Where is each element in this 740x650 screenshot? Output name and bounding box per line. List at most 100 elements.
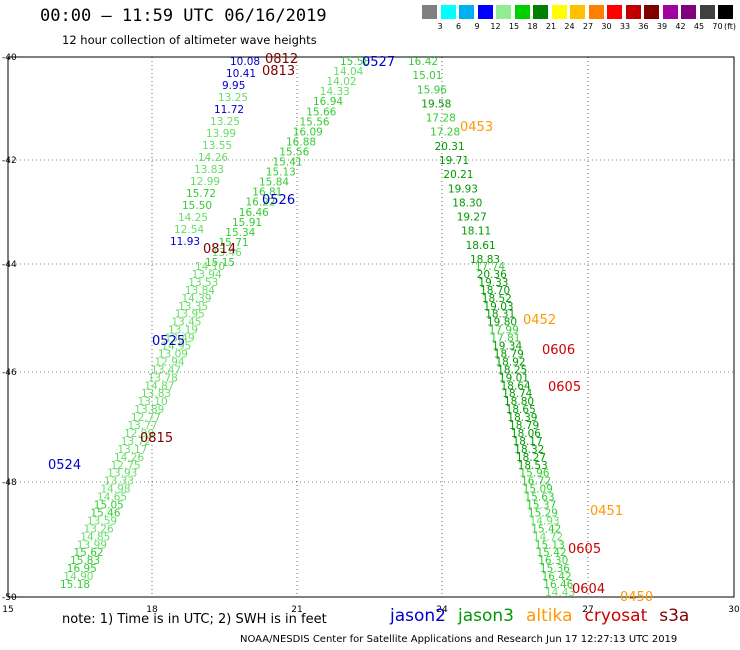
wave-height-value: 15.72 [186,188,216,200]
wave-height-value: 16.72 [521,476,551,488]
wave-height-value: 15.56 [279,146,309,158]
pass-time-label: 0527 [362,55,395,70]
pass-time-label: 0813 [262,64,295,79]
wave-height-value: 16.22 [246,197,276,209]
wave-height-value: 16.42 [408,56,438,68]
scale-swatch [644,5,659,19]
wave-height-value: 13.17 [117,444,147,456]
wave-height-value: 19.27 [457,212,487,224]
scale-swatch [477,5,493,19]
wave-height-value: 14.72 [533,531,563,543]
wave-height-value: 15.09 [523,484,553,496]
credit-line: NOAA/NESDIS Center for Satellite Applica… [240,634,678,645]
pass-time-label: 0526 [262,193,295,208]
pass-time-label: 0452 [523,313,556,328]
wave-height-value: 15.37 [526,500,556,512]
pass-time-label: 0812 [265,52,298,67]
wave-height-value: 12.54 [174,224,204,236]
wave-height-value: 14.26 [198,152,228,164]
wave-height-value: 17.81 [490,333,520,345]
x-tick-label: 24 [436,605,448,615]
wave-height-value: 19.33 [478,277,508,289]
wave-height-value: 18.92 [496,356,526,368]
satellite-legend: jason2 jason3 altika cryosat s3a [390,606,701,626]
scale-label: 70 [712,22,723,31]
page-subtitle: 12 hour collection of altimeter wave hei… [62,33,317,47]
wave-height-value: 15.91 [232,217,262,229]
wave-height-value: 18.79 [509,420,539,432]
wave-height-value: 13.94 [192,269,222,281]
wave-height-value: 19.34 [492,341,522,353]
scale-swatch [533,5,548,19]
y-tick-label: -48 [2,478,17,488]
scale-swatch [459,5,474,19]
wave-height-value: 13.45 [171,317,201,329]
wave-height-value: 15.71 [219,237,249,249]
wave-height-value: 15.96 [519,468,549,480]
legend-jason3: jason3 [458,606,514,626]
footnote: note: 1) Time is in UTC; 2) SWH is in fe… [62,612,327,627]
wave-height-value: 15.62 [74,547,104,559]
pass-time-label: 0524 [48,458,81,473]
pass-time-label: 0450 [620,590,653,605]
wave-height-value: 13.84 [185,285,215,297]
wave-height-value: 16.94 [313,96,343,108]
wave-height-value: 13.83 [141,388,171,400]
wave-height-value: 18.39 [507,412,537,424]
wave-height-value: 10.08 [230,56,260,68]
wave-height-value: 12.75 [111,460,141,472]
wave-height-value: 20.21 [443,169,473,181]
wave-height-value: 13.83 [194,164,224,176]
wave-height-value: 20.36 [477,269,507,281]
wave-height-value: 15.84 [259,177,289,189]
scale-label: 33 [619,22,631,31]
scale-label: 30 [601,22,612,31]
wave-height-value: 15.05 [94,500,124,512]
wave-height-value: 14.93 [530,515,560,527]
wave-height-value: 15.34 [225,227,255,239]
wave-height-value: 13.55 [202,140,232,152]
wave-height-value: 15.66 [306,106,336,118]
wave-height-value: 15.63 [525,492,555,504]
wave-height-value: 16.46 [543,579,573,591]
scale-swatch [625,5,641,19]
x-tick-label: 15 [2,605,13,615]
wave-height-value: 15.96 [417,84,447,96]
wave-height-value: 18.70 [480,285,510,297]
wave-height-value: 14.02 [327,76,357,88]
wave-height-value: 14.04 [333,66,363,78]
wave-height-value: 13.25 [210,116,240,128]
wave-height-value: 17.74 [475,261,505,273]
scale-label: 9 [474,22,480,31]
wave-height-value: 18.06 [511,428,541,440]
wave-height-value: 15.56 [300,116,330,128]
wave-height-value: 18.79 [494,349,524,361]
wave-height-value: 11.93 [170,236,200,248]
wave-height-value: 15.42 [531,523,561,535]
scale-label: 21 [545,22,557,31]
pass-time-label: 0525 [152,334,185,349]
scale-label: 42 [675,22,686,31]
x-tick-label: 18 [146,605,158,615]
page-title: 00:00 – 11:59 UTC 06/16/2019 [40,6,327,26]
scale-label: 12 [490,22,501,31]
altimeter-tracks: 10.0810.419.9513.2511.7213.2513.9913.551… [60,56,575,599]
wave-height-value: 14.87 [144,380,174,392]
wave-height-value: 12.99 [190,176,220,188]
wave-height-value: 17.28 [430,127,460,139]
wave-height-value: 14.98 [101,484,131,496]
y-tick-label: -42 [2,156,17,166]
wave-height-value: 16.46 [239,207,269,219]
wave-height-value: 13.93 [107,468,137,480]
scale-swatch [570,5,585,19]
wave-height-value: 19.01 [499,372,529,384]
wave-height-value: 19.03 [484,301,514,313]
scale-swatch [514,5,530,19]
wave-height-value: 15.01 [412,70,442,82]
pass-time-label: 0451 [590,504,623,519]
wave-height-value: 15.18 [60,579,90,591]
wave-height-value: 18.17 [513,436,543,448]
x-tick-label: 27 [582,605,593,615]
pass-time-label: 0604 [572,582,605,597]
